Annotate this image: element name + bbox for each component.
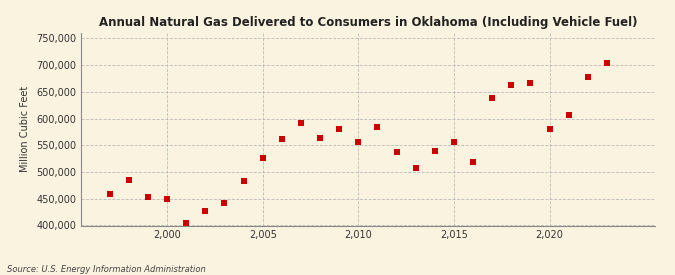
- Point: [124, 177, 134, 182]
- Point: [468, 160, 479, 164]
- Point: [353, 139, 364, 144]
- Point: [448, 140, 459, 144]
- Point: [525, 81, 536, 85]
- Point: [372, 124, 383, 129]
- Point: [601, 61, 612, 66]
- Point: [544, 126, 555, 131]
- Point: [257, 155, 268, 160]
- Point: [142, 194, 153, 199]
- Point: [219, 201, 230, 205]
- Point: [296, 121, 306, 126]
- Y-axis label: Million Cubic Feet: Million Cubic Feet: [20, 86, 30, 172]
- Point: [277, 137, 288, 141]
- Point: [200, 209, 211, 213]
- Point: [162, 197, 173, 202]
- Point: [392, 150, 402, 155]
- Point: [583, 75, 593, 79]
- Point: [487, 96, 497, 100]
- Point: [563, 112, 574, 117]
- Text: Source: U.S. Energy Information Administration: Source: U.S. Energy Information Administ…: [7, 265, 205, 274]
- Point: [506, 83, 517, 87]
- Point: [429, 148, 440, 153]
- Point: [333, 127, 344, 131]
- Point: [238, 178, 249, 183]
- Title: Annual Natural Gas Delivered to Consumers in Oklahoma (Including Vehicle Fuel): Annual Natural Gas Delivered to Consumer…: [99, 16, 637, 29]
- Point: [315, 136, 325, 141]
- Point: [410, 166, 421, 170]
- Point: [104, 192, 115, 197]
- Point: [181, 221, 192, 226]
